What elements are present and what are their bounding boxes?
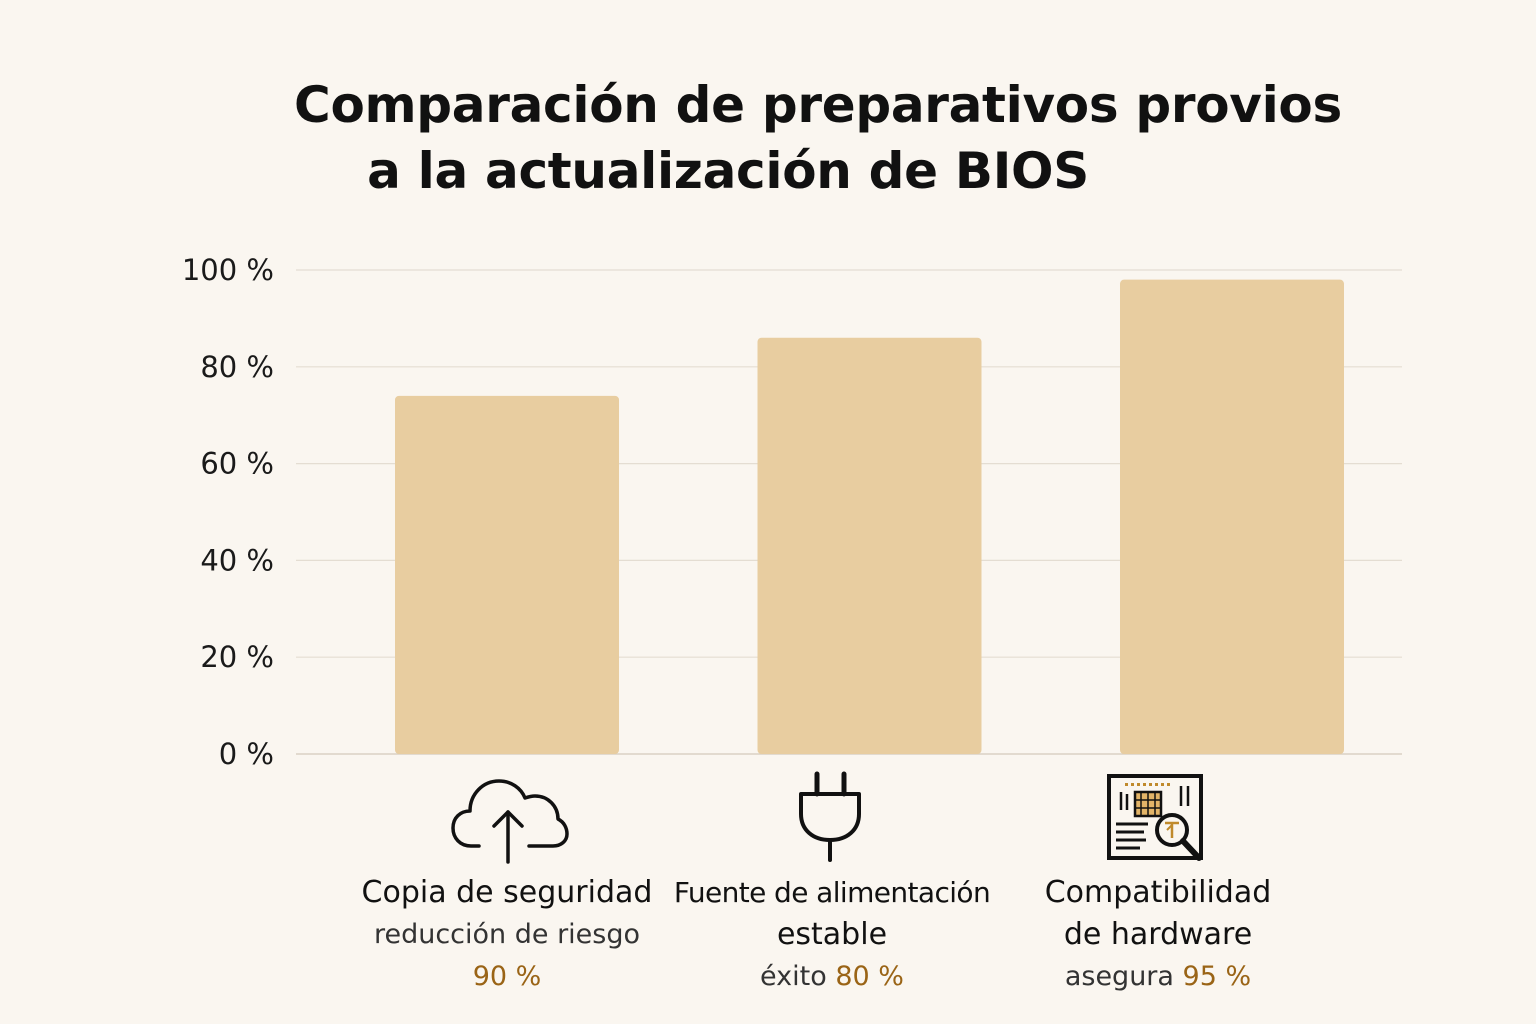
category-value: 80 % [835,961,904,992]
power-plug-icon [799,771,861,862]
category-description-row: asegura 95 % [978,956,1338,998]
y-axis-ticks: 0 % 20 % 40 % 60 % 80 % 100 % [182,253,274,771]
y-tick-label: 20 % [200,640,274,674]
chart-title-line2: a la actualización de BIOS [367,142,1089,200]
category-label-backup: Copia de seguridad reducción de riesgo 9… [327,872,687,998]
y-tick-label: 0 % [219,737,274,771]
category-description: asegura [1064,961,1174,992]
category-description: éxito [760,961,827,992]
category-description-row: éxito 80 % [652,956,1012,998]
y-tick-label: 100 % [182,253,274,287]
y-tick-label: 40 % [200,543,274,577]
bar [1120,279,1344,754]
hardware-inspect-icon [1107,774,1203,861]
cloud-upload-icon [451,779,569,864]
category-name: Fuente de alimentación [673,876,991,909]
category-value: 95 % [1182,961,1252,992]
category-value: 90 % [472,961,542,992]
bar [757,337,982,754]
y-tick-label: 60 % [200,447,274,481]
category-name-line2: estable [776,917,888,952]
category-name: Copia de seguridad [361,875,653,910]
y-tick-label: 80 % [200,350,274,384]
category-label-power: Fuente de alimentación estable éxito 80 … [652,872,1012,998]
category-description: reducción de riesgo [373,919,641,950]
chart-title: Comparación de preparativos provios a la… [0,72,1536,204]
chart-title-line1: Comparación de preparativos provios [294,76,1342,134]
category-name-line2: de hardware [1063,917,1253,952]
bar [395,395,619,754]
bars [395,279,1344,754]
category-name: Compatibilidad [1044,875,1272,910]
category-label-hardware: Compatibilidad de hardware asegura 95 % [978,872,1338,998]
